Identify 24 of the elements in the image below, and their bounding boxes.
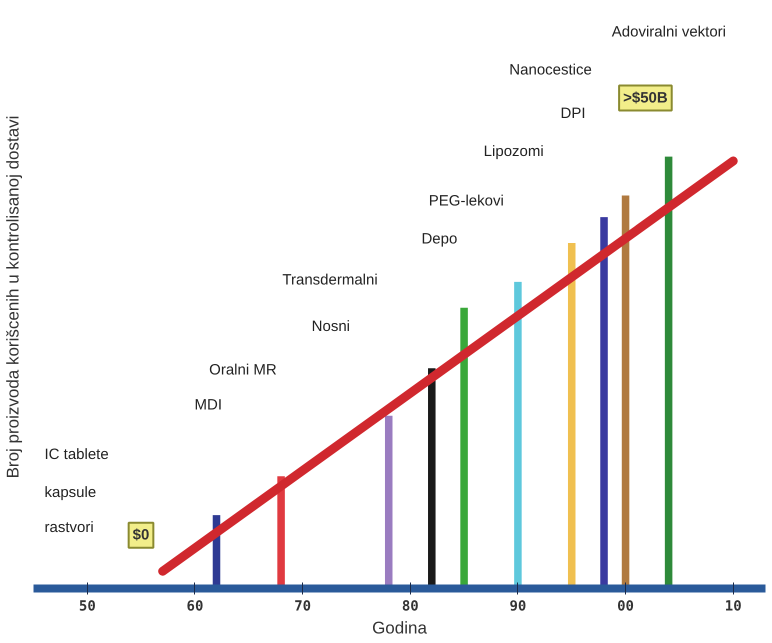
annotation: Transdermalni [282,271,378,288]
x-tick-label: 00 [617,598,634,614]
x-tick-label: 70 [294,598,312,614]
x-tick-label: 50 [78,598,96,614]
annotation: MDI [194,396,222,414]
annotation: kapsule [44,484,96,502]
annotation: Oralni MR [209,362,277,379]
text: Adoviralni vektori [612,23,726,40]
annotation: IC tablete [44,446,109,464]
x-axis-title: Godina [372,618,428,638]
text: DPI [560,105,586,122]
annotation: Lipozomi [484,142,544,160]
annotation: $0 [132,526,150,544]
x-tick-label: 60 [186,598,204,614]
text: Nanocestice [509,61,592,78]
text: >$50B [623,89,668,106]
y-axis-title: Broj proizvoda korišcenih u kontrolisanoj dostavi [4,116,22,478]
x-tick-label: 10 [724,598,742,614]
annotation: PEG-lekovi [428,192,504,210]
x-tick-label: 80 [402,598,419,614]
annotation: Nosni [312,318,350,335]
x-tick-label: 90 [509,598,526,614]
annotation: Depo [421,230,458,248]
annotation: rastvori [44,519,94,536]
